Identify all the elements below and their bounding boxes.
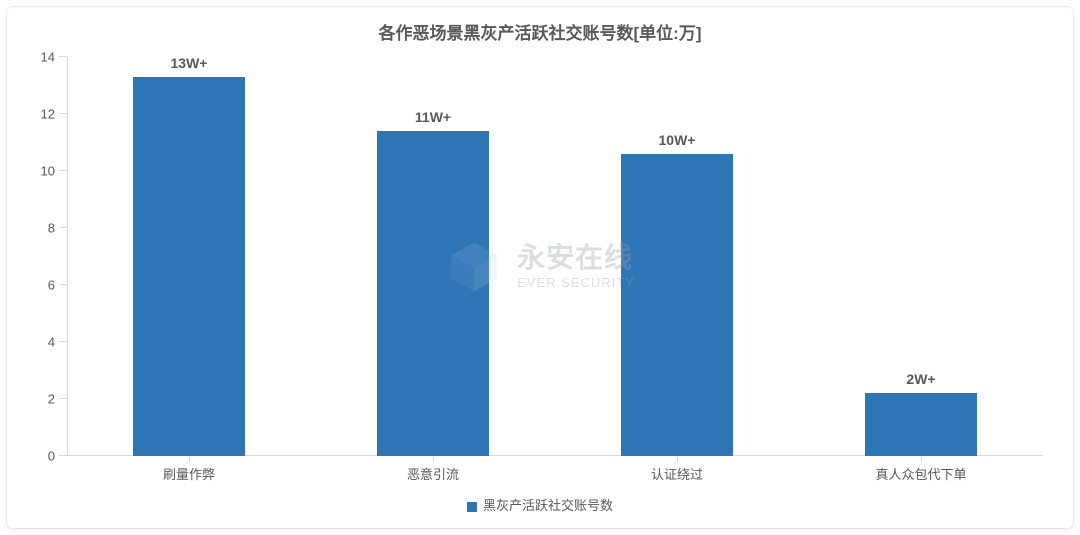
y-tick-label: 6	[48, 278, 67, 293]
legend-label: 黑灰产活跃社交账号数	[483, 498, 613, 513]
x-tick	[921, 456, 922, 462]
bar	[377, 131, 489, 456]
x-tick-label: 真人众包代下单	[875, 464, 966, 483]
bar	[865, 393, 977, 456]
y-tick-label: 2	[48, 392, 67, 407]
bar-value-label: 11W+	[415, 109, 451, 125]
legend-swatch	[467, 502, 477, 512]
y-tick-label: 14	[41, 50, 67, 65]
y-tick-label: 4	[48, 335, 67, 350]
bar-value-label: 10W+	[659, 132, 696, 148]
plot-area: 02468101214刷量作弊13W+恶意引流11W+认证绕过10W+真人众包代…	[67, 57, 1043, 456]
x-tick	[189, 456, 190, 462]
chart-title: 各作恶场景黑灰产活跃社交账号数[单位:万]	[7, 19, 1073, 44]
y-tick-label: 12	[41, 107, 67, 122]
y-axis-line	[67, 57, 68, 456]
x-tick-label: 认证绕过	[651, 464, 703, 483]
x-tick	[677, 456, 678, 462]
x-tick	[433, 456, 434, 462]
y-tick-label: 0	[48, 449, 67, 464]
y-tick-label: 10	[41, 164, 67, 179]
x-tick-label: 恶意引流	[407, 464, 459, 483]
x-tick-label: 刷量作弊	[163, 464, 215, 483]
chart-container: 各作恶场景黑灰产活跃社交账号数[单位:万] 02468101214刷量作弊13W…	[7, 7, 1073, 528]
y-tick-label: 8	[48, 221, 67, 236]
bar-value-label: 2W+	[906, 371, 935, 387]
bar-value-label: 13W+	[171, 55, 208, 71]
bar	[133, 77, 245, 456]
legend: 黑灰产活跃社交账号数	[7, 495, 1073, 514]
bar	[621, 154, 733, 456]
